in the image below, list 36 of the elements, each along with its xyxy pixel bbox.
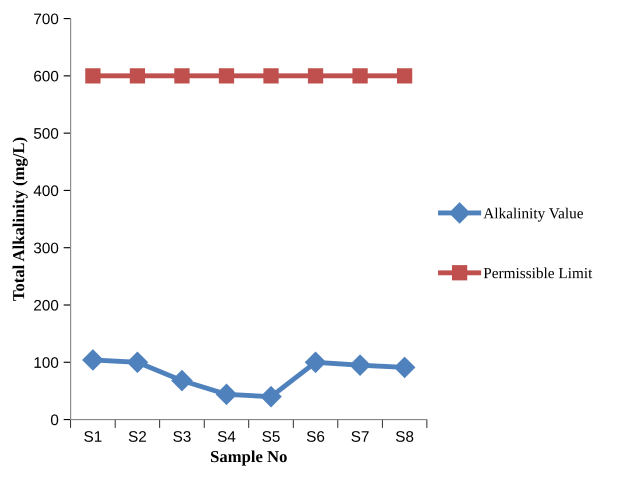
x-tick-label: S3 (173, 431, 191, 442)
point (218, 68, 234, 84)
point (263, 68, 279, 84)
point (350, 354, 371, 376)
x-tick-label: S6 (306, 431, 324, 442)
y-tick-label: 400 (34, 185, 58, 196)
point (396, 68, 412, 84)
legend-label: Alkalinity Value (483, 208, 584, 222)
point (216, 384, 237, 405)
y-tick-label: 600 (34, 70, 58, 82)
point (260, 386, 282, 408)
x-tick-label: S8 (396, 431, 414, 442)
x-tick-label: S1 (84, 431, 102, 442)
y-tick-label: 100 (34, 357, 58, 368)
point (85, 68, 101, 84)
point (130, 68, 146, 84)
point (174, 68, 190, 84)
x-tick-label: S7 (351, 431, 369, 442)
point (171, 370, 192, 392)
x-tick-label: S2 (128, 431, 146, 442)
y-tick-label: 0 (50, 414, 58, 426)
point (82, 349, 104, 371)
y-tick-label: 500 (34, 128, 58, 139)
y-tick-label: 200 (34, 300, 58, 311)
point (308, 68, 324, 84)
x-tick-label: S5 (262, 431, 280, 442)
x-tick-label: S4 (218, 431, 236, 442)
point (394, 356, 416, 378)
x-axis-title: Sample No (210, 450, 287, 466)
legend-label: Permissible Limit (484, 268, 592, 278)
point (352, 68, 368, 84)
y-tick-label: 700 (34, 13, 58, 24)
y-tick-label: 300 (34, 242, 58, 254)
point (126, 352, 148, 373)
point (305, 352, 326, 373)
y-axis-title: Total Alkalinity (mg/L) (12, 138, 28, 301)
